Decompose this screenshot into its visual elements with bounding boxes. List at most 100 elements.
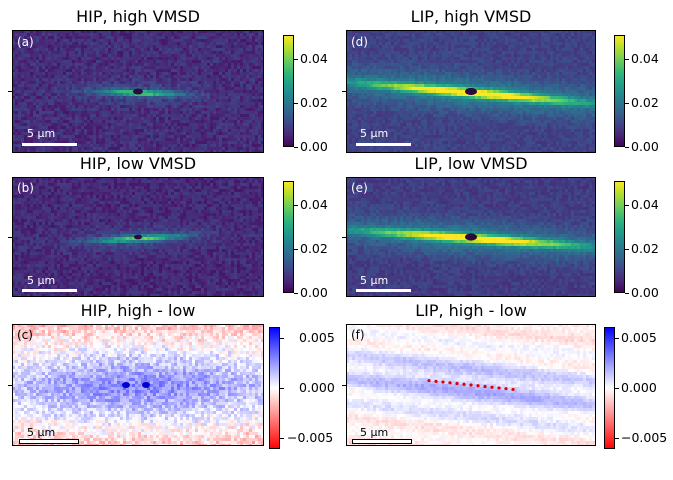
difference-hotspot [122,382,130,388]
panel-c-scale-label: 5 μm [27,427,55,439]
difference-hotspot [434,379,438,383]
panel-c-scalebar [19,439,79,444]
difference-hotspot [455,381,459,386]
colorbar-f-frame [604,327,615,449]
panel-c-letter: (c) [17,328,33,342]
colorbar-f-label-high: 0.005 [621,331,657,345]
axis-tick-left-a [8,91,12,92]
panel-e-scale-label: 5 μm [360,275,388,287]
difference-hotspot [469,383,473,387]
colorbar-d-label-high: 0.04 [631,52,659,66]
panel-a-heatmap [12,30,264,153]
colorbar-c-tick [280,438,284,439]
difference-hotspot [483,384,487,389]
colorbar-e-frame [614,181,625,293]
colorbar-a [283,35,294,147]
colorbar-b-label-low: 0.00 [300,286,328,300]
difference-hotspot [448,381,452,385]
colorbar-c-label-low: −0.005 [287,431,333,445]
colorbar-f-tick [615,388,619,389]
colorbar-d-label-low: 0.00 [631,140,659,154]
colorbar-b [283,181,294,293]
colorbar-e-label-mid: 0.02 [631,242,659,256]
colorbar-a-tick [294,147,298,148]
colorbar-f [604,327,615,449]
panel-f-heatmap [346,324,596,446]
panel-f-letter: (f) [351,328,365,342]
colorbar-d-tick [625,103,629,104]
colorbar-d-tick [625,147,629,148]
colorbar-c-label-mid: 0.000 [299,381,335,395]
colorbar-d [614,35,625,147]
axis-tick-left-e [342,237,346,238]
panel-d-letter: (d) [351,35,368,49]
central-spot [133,88,143,95]
difference-hotspot [462,382,466,386]
panel-d-scale-label: 5 μm [360,128,388,140]
difference-hotspot [511,387,515,392]
axis-tick-left-b [8,237,12,238]
axis-tick-left-c [8,385,12,386]
panel-d-scalebar [356,143,411,146]
colorbar-b-tick [294,205,298,206]
panel-b-title: HIP, low VMSD [80,155,196,173]
panel-e-heatmap [346,177,596,297]
panel-a-scalebar [22,143,77,146]
colorbar-b-label-high: 0.04 [300,198,328,212]
colorbar-c-label-high: 0.005 [299,331,335,345]
colorbar-a-label-high: 0.04 [300,52,328,66]
colorbar-a-frame [283,35,294,147]
panel-e-title: LIP, low VMSD [414,155,527,173]
panel-c-title: HIP, high - low [81,302,196,320]
panel-d-title: LIP, high VMSD [411,8,532,26]
colorbar-a-label-mid: 0.02 [300,96,328,110]
panel-b-scalebar [22,289,77,292]
colorbar-e-label-high: 0.04 [631,198,659,212]
colorbar-d-label-mid: 0.02 [631,96,659,110]
panel-a-title: HIP, high VMSD [76,8,200,26]
difference-hotspot [476,384,480,388]
colorbar-c [269,327,280,449]
colorbar-e-tick [625,249,629,250]
difference-hotspot [504,387,508,391]
colorbar-c-tick [280,338,284,339]
colorbar-b-tick [294,293,298,294]
colorbar-d-tick [625,59,629,60]
panel-e-scalebar [356,289,411,292]
central-spot [465,233,477,241]
colorbar-d-frame [614,35,625,147]
colorbar-e-label-low: 0.00 [631,286,659,300]
colorbar-a-label-low: 0.00 [300,140,328,154]
difference-hotspot [441,380,445,384]
panel-b-scale-label: 5 μm [27,275,55,287]
colorbar-b-label-mid: 0.02 [300,242,328,256]
colorbar-e-tick [625,205,629,206]
panel-f-title: LIP, high - low [415,302,527,320]
colorbar-f-tick [615,438,619,439]
difference-hotspot [497,386,501,390]
colorbar-b-tick [294,249,298,250]
colorbar-e [614,181,625,293]
panel-f-scale-label: 5 μm [360,427,388,439]
difference-hotspot [142,382,150,388]
panel-b-letter: (b) [17,181,34,195]
axis-tick-left-d [342,91,346,92]
colorbar-a-tick [294,103,298,104]
central-spot [465,87,477,96]
panel-f-scalebar [352,439,412,444]
colorbar-f-label-mid: 0.000 [621,381,657,395]
colorbar-c-tick [280,388,284,389]
colorbar-b-frame [283,181,294,293]
panel-b-heatmap [12,177,264,297]
central-spot [134,234,142,240]
colorbar-a-tick [294,59,298,60]
axis-tick-left-f [342,385,346,386]
colorbar-f-tick [615,338,619,339]
panel-e-letter: (e) [351,181,368,195]
panel-d-heatmap [346,30,596,153]
panel-a-scale-label: 5 μm [27,128,55,140]
panel-a-letter: (a) [17,35,34,49]
difference-hotspot [490,385,494,389]
difference-hotspot [427,378,431,383]
colorbar-e-tick [625,293,629,294]
